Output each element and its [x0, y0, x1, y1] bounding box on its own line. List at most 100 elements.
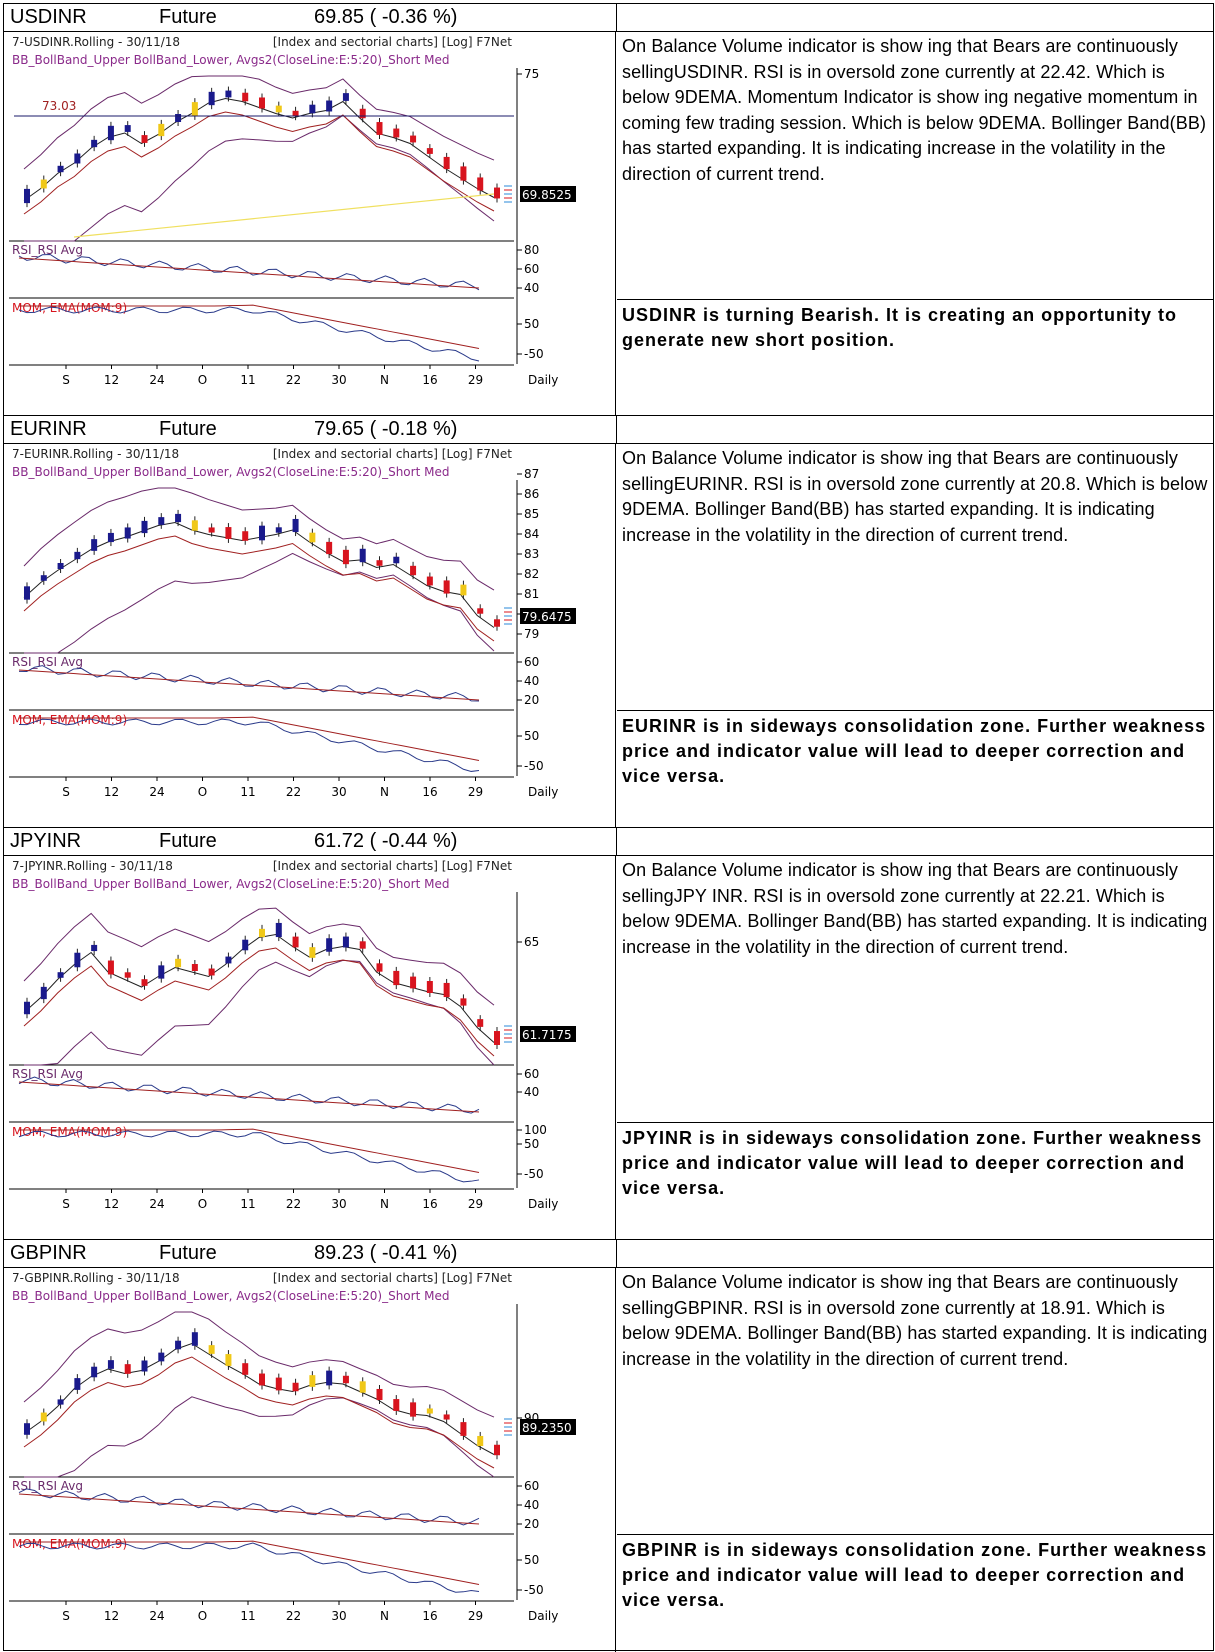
price-candle	[460, 998, 467, 1006]
timeframe-label: Daily	[528, 1609, 558, 1623]
header-blank-cell	[617, 828, 1213, 856]
price-candle	[494, 1444, 500, 1456]
x-axis-tick: S	[62, 1609, 70, 1623]
price-candle	[292, 518, 299, 533]
price-candle	[57, 1399, 64, 1405]
price-candle	[208, 91, 215, 106]
bollinger-upper	[23, 1311, 495, 1418]
price-candle	[175, 958, 182, 968]
price-candle	[225, 1354, 232, 1366]
marker-level-label: 73.03	[42, 99, 76, 113]
price-candle	[376, 122, 383, 135]
price-candle	[158, 965, 165, 979]
instrument-header: JPYINR Future 61.72 ( -0.44 %)	[4, 828, 617, 856]
x-axis-tick: 16	[422, 785, 437, 799]
momentum-line	[18, 1542, 480, 1593]
price-candle	[342, 93, 349, 101]
x-axis-tick: N	[380, 373, 389, 387]
price-axis-tick: 85	[524, 507, 539, 521]
instrument-price: 69.85 ( -0.36 %)	[314, 6, 458, 28]
x-axis-tick: 22	[286, 373, 301, 387]
x-axis-tick: 16	[422, 373, 437, 387]
x-axis-tick: 11	[240, 1609, 255, 1623]
x-axis-tick: 24	[149, 373, 164, 387]
mom-label: MOM, EMA(MOM:9)	[12, 1125, 127, 1139]
price-candle	[24, 188, 30, 204]
price-candle	[225, 956, 232, 964]
price-candle	[57, 562, 64, 570]
price-candle	[124, 527, 131, 539]
x-axis-tick: 16	[422, 1609, 437, 1623]
bollinger-upper	[23, 487, 495, 591]
price-candle	[57, 165, 64, 173]
last-price-tag-bg	[520, 186, 576, 202]
mom-axis-tick: 100	[524, 1123, 547, 1137]
x-axis-tick: O	[198, 1197, 207, 1211]
rsi-axis-tick: 60	[524, 262, 539, 276]
rsi-average-line	[18, 669, 480, 701]
rsi-axis-tick: 20	[524, 693, 539, 707]
price-candle	[259, 97, 265, 109]
mom-axis-tick: 50	[524, 317, 539, 331]
momentum-ema-line	[19, 1540, 480, 1585]
price-candle	[40, 575, 47, 581]
x-axis-tick: 29	[468, 1197, 483, 1211]
instrument-price: 79.65 ( -0.18 %)	[314, 418, 458, 440]
price-candle	[242, 92, 249, 102]
x-axis-tick: 29	[468, 1609, 483, 1623]
x-axis-tick: S	[62, 373, 70, 387]
medium-average-line	[23, 535, 495, 642]
x-axis-tick: N	[380, 1609, 389, 1623]
mom-axis-tick: 50	[524, 1553, 539, 1567]
instrument-type: Future	[159, 1242, 217, 1264]
x-axis-tick: 22	[286, 1609, 301, 1623]
price-candle	[393, 970, 400, 986]
instrument-price: 89.23 ( -0.41 %)	[314, 1242, 458, 1264]
chart-canvas: 7-GBPINR.Rolling - 30/11/18 [Index and se…	[9, 1271, 576, 1623]
rsi-average-line	[18, 257, 480, 289]
bollinger-upper	[23, 907, 495, 1006]
rsi-average-line	[18, 1493, 480, 1525]
price-candle	[326, 541, 333, 555]
rsi-axis-tick: 60	[524, 1067, 539, 1081]
price-candle	[191, 520, 198, 531]
x-axis-tick: O	[198, 785, 207, 799]
instrument-header: GBPINR Future 89.23 ( -0.41 %)	[4, 1240, 617, 1268]
header-blank-cell	[617, 4, 1213, 32]
chart-title: 7-EURINR.Rolling - 30/11/18	[12, 447, 179, 461]
price-candle	[124, 1364, 131, 1374]
price-candle	[191, 964, 198, 971]
x-axis-tick: N	[380, 785, 389, 799]
price-candle	[477, 177, 484, 191]
x-axis-tick: 11	[240, 373, 255, 387]
outlook-summary: EURINR is in sideways consolidation zone…	[617, 710, 1213, 827]
price-candle	[259, 1373, 265, 1386]
price-candle	[191, 1332, 198, 1346]
price-candle	[494, 619, 500, 627]
mom-axis-tick: -50	[524, 1583, 544, 1597]
last-price-tag-bg	[520, 608, 576, 624]
price-candle	[259, 928, 265, 938]
rsi-average-line	[18, 1081, 480, 1113]
price-candle	[426, 576, 433, 586]
x-axis-tick: O	[198, 1609, 207, 1623]
bollinger-lower	[24, 114, 495, 242]
x-axis-tick: 11	[240, 1197, 255, 1211]
price-candle	[443, 156, 450, 170]
instrument-header: USDINR Future 69.85 ( -0.36 %)	[4, 4, 617, 32]
price-candle	[426, 981, 433, 993]
price-candle	[225, 90, 232, 98]
header-blank-cell	[617, 1240, 1213, 1268]
x-axis-tick: O	[198, 373, 207, 387]
outlook-summary: USDINR is turning Bearish. It is creatin…	[617, 299, 1213, 415]
x-axis-tick: 30	[331, 1197, 346, 1211]
medium-average-line	[23, 1356, 495, 1469]
price-candle	[460, 1422, 467, 1436]
price-axis-tick: 84	[524, 527, 539, 541]
x-axis-tick: 29	[468, 373, 483, 387]
indicator-commentary: On Balance Volume indicator is show ing …	[622, 1272, 1208, 1369]
momentum-ema-line	[19, 304, 480, 349]
price-candle	[443, 580, 450, 594]
price-candle	[40, 1412, 47, 1422]
chart-canvas: 7-JPYINR.Rolling - 30/11/18 [Index and se…	[9, 859, 576, 1211]
